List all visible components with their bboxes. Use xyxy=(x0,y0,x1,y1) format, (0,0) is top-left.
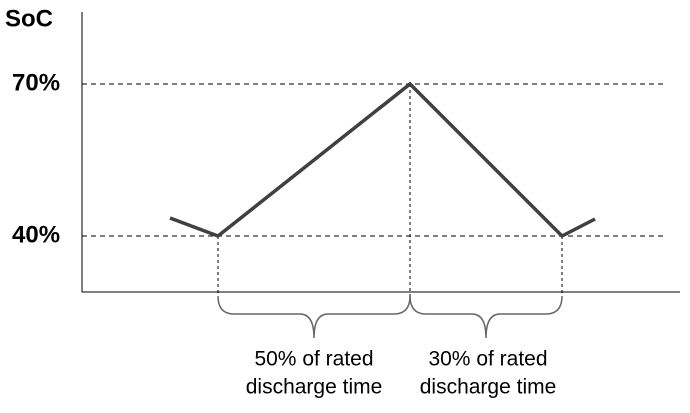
lower-label: 40% xyxy=(12,221,60,248)
interval-label: discharge time xyxy=(246,376,383,399)
interval-label: 50% of rated xyxy=(254,348,373,371)
y-axis-title: SoC xyxy=(5,5,53,32)
interval-label: discharge time xyxy=(420,376,557,399)
upper-label: 70% xyxy=(12,69,60,96)
brace xyxy=(409,295,563,339)
interval-label: 30% of rated xyxy=(428,348,547,371)
soc-curve xyxy=(169,81,596,239)
brace xyxy=(217,295,411,339)
